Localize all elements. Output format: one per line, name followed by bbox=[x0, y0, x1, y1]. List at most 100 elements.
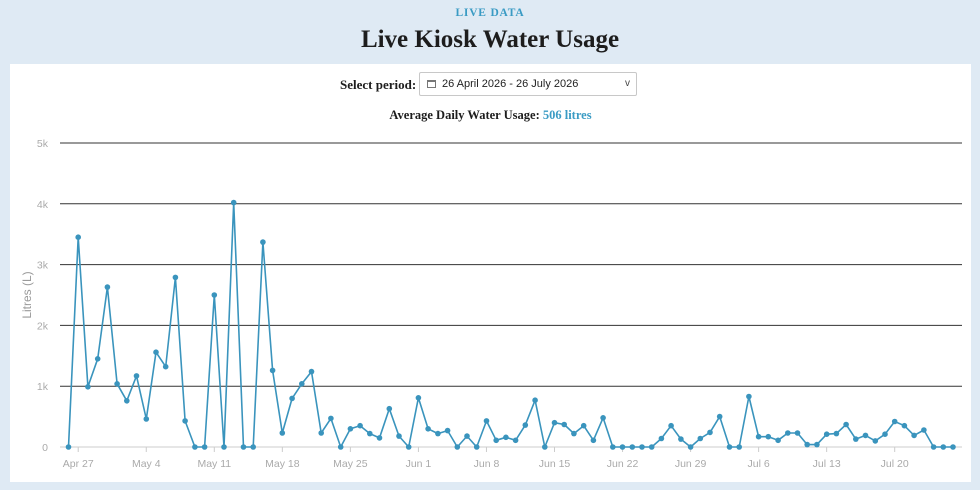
data-point bbox=[250, 444, 256, 450]
data-point bbox=[921, 427, 927, 433]
data-point bbox=[104, 284, 111, 290]
period-label: Select period: bbox=[340, 77, 417, 92]
data-point bbox=[580, 422, 587, 429]
data-point bbox=[668, 422, 674, 429]
data-point bbox=[337, 444, 344, 450]
data-point bbox=[843, 421, 849, 428]
data-point bbox=[133, 373, 140, 379]
data-point bbox=[201, 444, 208, 450]
x-tick-label: May 18 bbox=[265, 458, 300, 470]
data-point bbox=[814, 441, 820, 448]
data-point bbox=[289, 395, 295, 402]
average-usage-value: 506 litres bbox=[542, 108, 592, 122]
data-point bbox=[901, 422, 908, 429]
series-line bbox=[67, 201, 953, 448]
data-point bbox=[65, 444, 72, 450]
data-point bbox=[736, 444, 742, 450]
x-tick-label: Jun 8 bbox=[474, 458, 500, 470]
data-point bbox=[542, 444, 548, 450]
data-point bbox=[124, 398, 130, 404]
data-point bbox=[435, 430, 441, 437]
data-point bbox=[415, 395, 422, 401]
data-point bbox=[950, 444, 956, 450]
eyebrow-label: LIVE DATA bbox=[455, 7, 525, 19]
x-tick-label: May 11 bbox=[197, 458, 231, 470]
data-point bbox=[367, 430, 373, 437]
data-point bbox=[697, 435, 704, 442]
data-point bbox=[823, 431, 830, 438]
data-point bbox=[143, 416, 150, 422]
data-point bbox=[639, 444, 645, 450]
data-point bbox=[794, 430, 801, 436]
data-point bbox=[716, 413, 723, 420]
x-tick-label: Jul 6 bbox=[748, 458, 770, 470]
y-tick-label: 4k bbox=[37, 199, 49, 211]
data-point bbox=[648, 444, 655, 450]
data-point bbox=[755, 433, 762, 440]
data-point bbox=[473, 444, 480, 450]
x-tick-label: Jun 1 bbox=[406, 458, 432, 470]
data-point bbox=[75, 234, 81, 240]
average-usage-label: Average Daily Water Usage: bbox=[389, 108, 540, 122]
water-usage-line-chart: 0 1k 2k 3k 4k 5k Litres (L) Apr 27 May 4 May 11 Ma… bbox=[20, 138, 962, 470]
data-point bbox=[707, 429, 713, 436]
data-point bbox=[299, 381, 305, 387]
period-selector-row: Select period: 26 April 2026 - 26 July 2… bbox=[10, 72, 971, 98]
data-point bbox=[726, 444, 733, 450]
data-point bbox=[85, 384, 91, 390]
y-axis-title: Litres (L) bbox=[20, 271, 34, 318]
data-point bbox=[746, 393, 752, 400]
data-point bbox=[911, 432, 917, 439]
data-point bbox=[522, 422, 529, 428]
data-point bbox=[930, 444, 937, 450]
data-point bbox=[94, 356, 101, 362]
data-point bbox=[678, 436, 684, 442]
data-point bbox=[590, 437, 597, 444]
data-point bbox=[600, 415, 606, 421]
data-point bbox=[882, 431, 888, 438]
data-point bbox=[114, 381, 120, 387]
x-tick-label: Jul 20 bbox=[881, 458, 909, 470]
data-point bbox=[240, 444, 247, 450]
y-tick-label: 2k bbox=[37, 320, 49, 332]
data-point bbox=[172, 274, 179, 281]
data-point bbox=[444, 427, 451, 434]
data-point bbox=[211, 292, 218, 298]
chart-card: Select period: 26 April 2026 - 26 July 2… bbox=[10, 64, 971, 482]
data-point bbox=[785, 430, 791, 436]
data-point bbox=[347, 426, 354, 432]
data-point bbox=[687, 444, 694, 450]
x-tick-label: Jun 15 bbox=[539, 458, 571, 470]
data-point bbox=[872, 438, 879, 444]
data-point bbox=[532, 397, 538, 404]
data-point bbox=[260, 239, 266, 245]
calendar-icon bbox=[427, 80, 436, 88]
x-tick-label: Apr 27 bbox=[63, 458, 94, 470]
data-point bbox=[561, 421, 567, 428]
chevron-down-icon: v bbox=[625, 78, 630, 89]
average-usage-summary: Average Daily Water Usage: 506 litres bbox=[10, 108, 971, 123]
data-point bbox=[357, 422, 363, 429]
data-point bbox=[571, 430, 577, 437]
period-dropdown[interactable]: 26 April 2026 - 26 July 2026 v bbox=[419, 72, 637, 96]
data-point bbox=[940, 444, 947, 450]
data-point bbox=[192, 444, 198, 450]
data-point bbox=[396, 433, 402, 439]
data-point bbox=[425, 426, 431, 432]
x-tick-label: May 4 bbox=[132, 458, 161, 470]
data-point bbox=[658, 435, 665, 442]
data-point bbox=[153, 349, 159, 356]
data-point bbox=[162, 363, 169, 370]
data-point bbox=[405, 444, 412, 450]
data-point bbox=[493, 437, 500, 444]
data-point bbox=[279, 430, 286, 436]
y-tick-label: 5k bbox=[37, 138, 49, 150]
page-title: Live Kiosk Water Usage bbox=[360, 26, 620, 53]
data-point bbox=[853, 436, 859, 442]
data-point bbox=[512, 437, 519, 444]
data-point bbox=[765, 433, 772, 440]
data-point bbox=[629, 444, 636, 450]
data-point bbox=[318, 430, 325, 436]
data-point bbox=[230, 199, 237, 206]
x-tick-label: Jun 29 bbox=[675, 458, 707, 470]
